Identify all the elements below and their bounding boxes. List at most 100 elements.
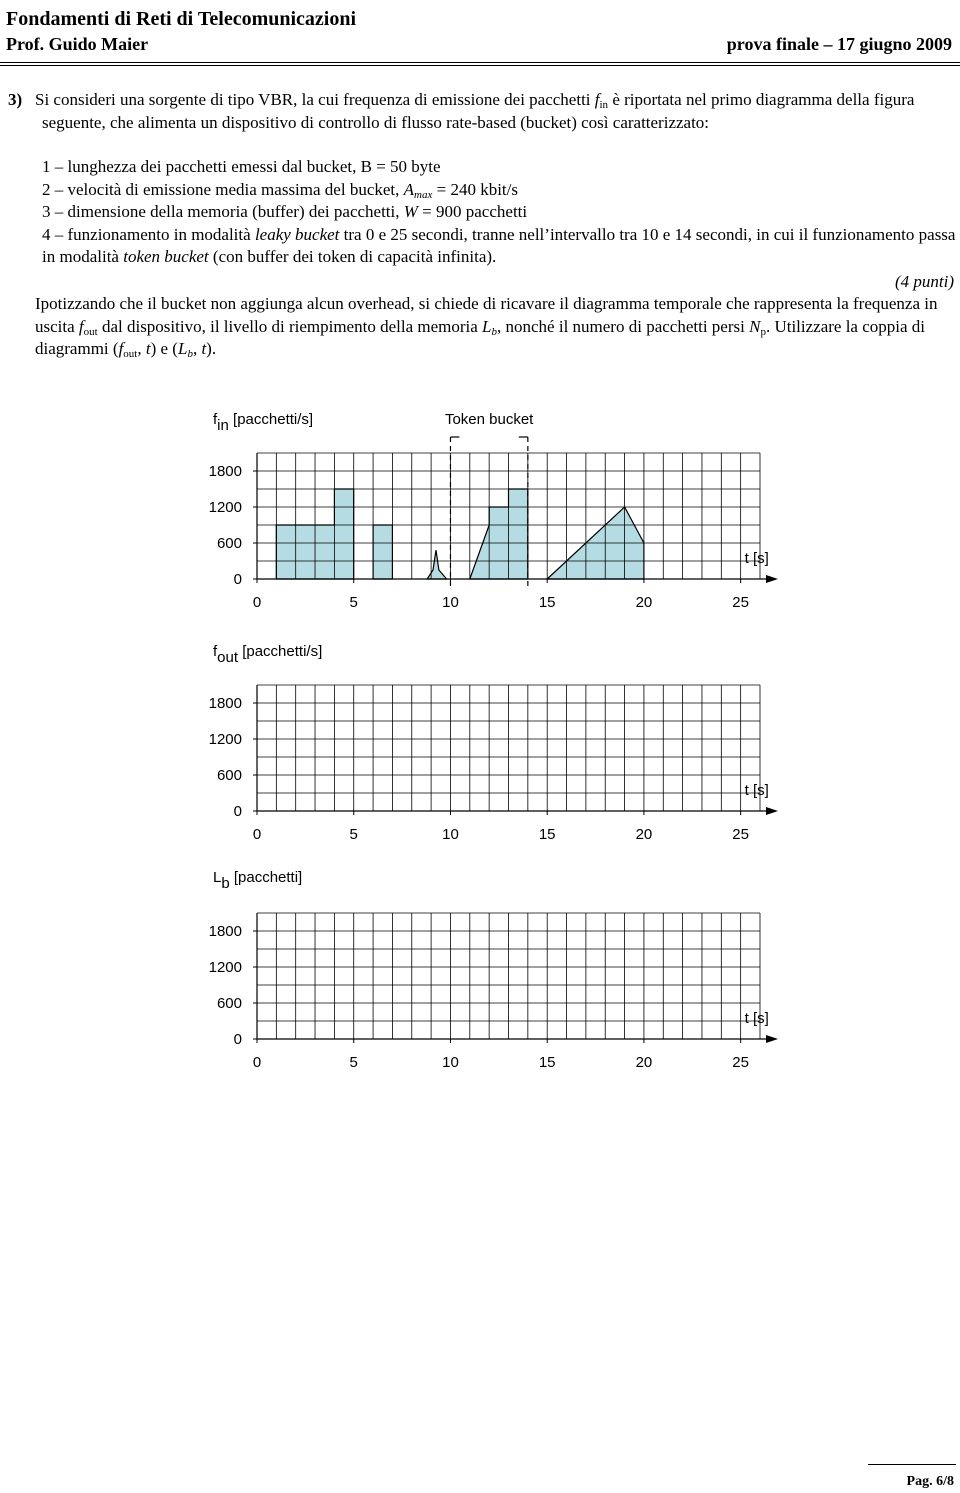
symbol: t [145,339,151,358]
y-axis-label: fin [pacchetti/s] [213,411,313,434]
y-axis-label-symbol: L [213,869,221,886]
text: = 900 pacchetti [417,202,528,221]
term: leaky bucket [254,224,340,244]
text: 2 – velocità di emissione media massima … [42,179,404,199]
x-tick-label: 15 [539,594,556,611]
x-axis-label: t [s] [745,1010,769,1027]
y-tick-label: 1800 [209,695,242,712]
x-tick-label: 15 [539,826,556,843]
x-tick-label: 15 [539,1054,556,1071]
subscript: out [123,348,138,360]
y-tick-label: 1800 [209,463,242,480]
text: Ipotizzando che il bucket non aggiunga a… [35,294,938,336]
x-tick-label: 25 [732,826,749,843]
item: 2 – velocità di emissione media massima … [42,179,957,202]
y-axis-label: fout [pacchetti/s] [213,643,322,666]
text: tra 0 e 25 secondi, tranne nell’interval… [42,224,956,267]
y-tick-label: 1200 [209,499,242,516]
text: ). [206,339,217,358]
text: = 240 kbit/s [432,179,518,199]
x-tick-label: 20 [636,826,653,843]
y-axis-label-unit: [pacchetti] [230,869,303,886]
x-tick-label: 20 [636,1054,653,1071]
x-tick-label: 0 [253,826,261,843]
y-tick-label: 0 [234,803,242,820]
page-number: Pag. 6/8 [906,1474,954,1489]
points: (4 punti) [894,272,954,291]
symbol: b [187,348,193,360]
y-axis-label-unit: [pacchetti/s] [238,643,322,660]
y-tick-label: 600 [217,767,242,784]
course-title: Fondamenti di Reti di Telecomunicazioni [6,8,357,30]
x-tick-label: 20 [636,594,653,611]
symbol: max [414,188,433,201]
text: . Utilizzare la coppia di diagrammi ( [35,316,926,359]
symbol: b [491,325,498,338]
text: è riportata nel primo diagramma della fi… [42,90,915,132]
x-tick-label: 5 [350,1054,358,1071]
text: , nonché il numero di pacchetti persi [497,316,750,336]
x-tick-label: 5 [350,594,358,611]
problem-number: 3) [8,90,23,109]
y-axis-label-subscript: b [221,875,229,892]
symbol: L [482,316,492,336]
symbol: N [749,316,761,336]
chart: 0 600 1200 1800 0 5 10 15 20 25 t [s] Lb [pacchetti… [209,869,778,1071]
y-tick-label: 1200 [209,731,242,748]
text: 1 – lunghezza dei pacchetti emessi dal b… [42,157,441,176]
intro: Si consideri una sorgente di tipo VBR, l… [35,89,922,134]
item: 4 – funzionamento in modalità leaky buck… [42,224,957,269]
x-tick-label: 25 [732,594,749,611]
text: dal dispositivo, il livello di riempimen… [97,316,483,336]
x-axis-label: t [s] [745,550,769,567]
text: (con buffer dei token di capacità infini… [208,247,497,266]
y-tick-label: 0 [234,571,242,588]
subscript: out [83,325,98,338]
symbol: L [177,339,188,358]
y-tick-label: 600 [217,535,242,552]
area [275,488,645,580]
token-bucket-label: Token bucket [445,411,534,428]
x-tick-label: 10 [442,594,459,611]
item-list: 1 – lunghezza dei pacchetti emessi dal b… [42,156,957,269]
x-tick-label: 0 [253,1054,261,1071]
exam-date: prova finale – 17 giugno 2009 [726,34,952,54]
text: , [137,339,146,358]
subscript: b [492,326,498,338]
x-tick-label: 10 [442,1054,459,1071]
chart: 0 600 1200 1800 0 5 10 15 20 25 t [s] fin [pacchett… [209,411,778,611]
x-tick-label: 0 [253,594,261,611]
y-axis-label-subscript: out [217,649,239,666]
item: 1 – lunghezza dei pacchetti emessi dal b… [42,156,957,179]
x-axis-arrow [766,1035,778,1043]
subscript: in [599,99,609,111]
x-axis-label: t [s] [745,782,769,799]
subscript: p [760,325,766,338]
text: Si consideri una sorgente di tipo VBR, l… [35,90,595,109]
y-axis-label-symbol: f [213,411,218,428]
symbol: A [403,179,415,199]
x-axis-arrow [766,807,778,815]
y-tick-label: 1200 [209,959,242,976]
symbol: f [78,316,84,336]
symbol: W [403,202,418,221]
y-axis-label-subscript: in [217,417,229,434]
text: , [192,339,202,358]
y-axis-label: Lb [pacchetti] [213,869,302,892]
y-tick-label: 600 [217,995,242,1012]
y-tick-label: 0 [234,1031,242,1048]
text: 4 – funzionamento in modalità [42,224,255,244]
x-axis-arrow [766,575,778,583]
symbol: t [201,339,207,358]
x-tick-label: 25 [732,1054,749,1071]
header-rule [0,62,960,66]
y-tick-label: 1800 [209,923,242,940]
y-axis-label-unit: [pacchetti/s] [229,411,313,428]
subscript: b [187,348,193,360]
x-tick-label: 10 [442,826,459,843]
text: ) e ( [150,339,178,358]
text: 3 – dimensione della memoria (buffer) de… [42,202,404,221]
symbol: f [594,90,600,109]
